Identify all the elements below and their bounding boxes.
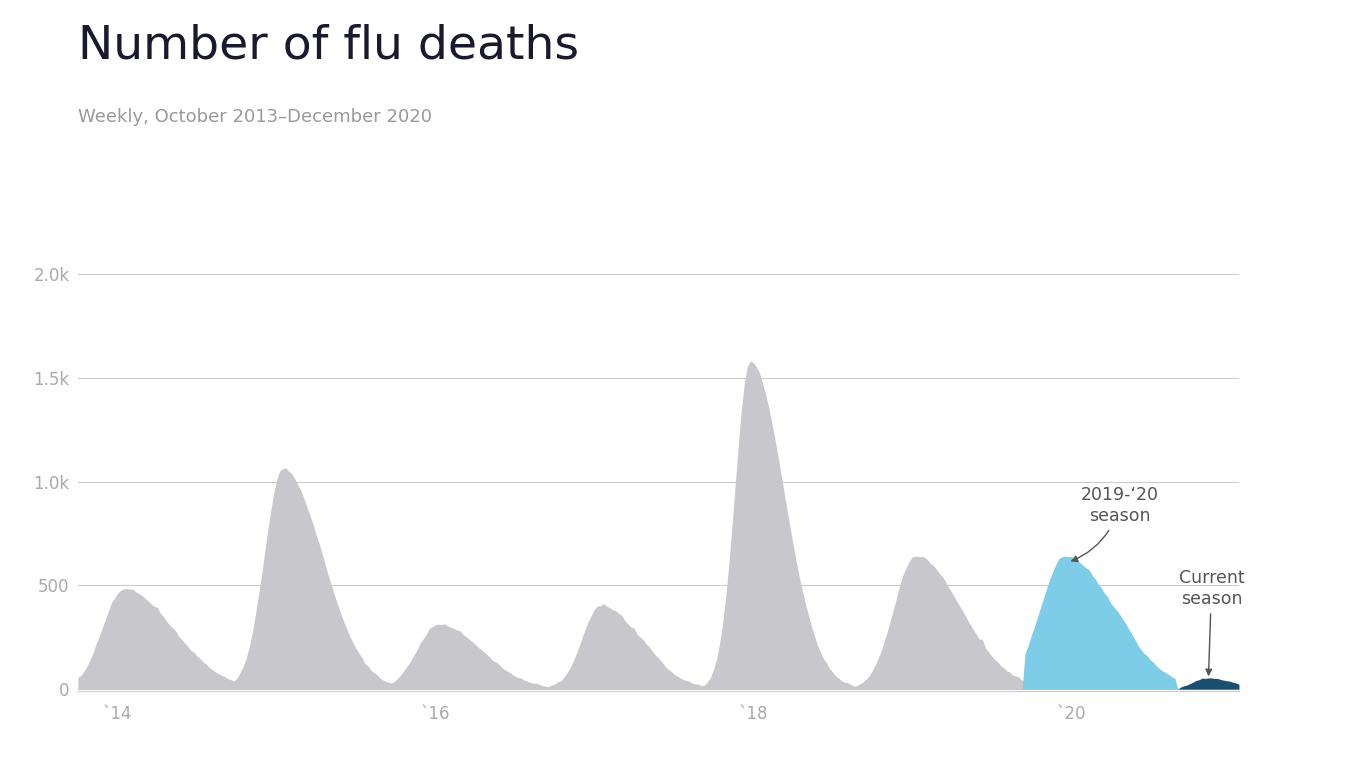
Text: Current
season: Current season	[1179, 569, 1244, 675]
Text: Number of flu deaths: Number of flu deaths	[78, 23, 579, 68]
Text: 2019-‘20
season: 2019-‘20 season	[1072, 486, 1158, 561]
Text: Weekly, October 2013–December 2020: Weekly, October 2013–December 2020	[78, 108, 432, 125]
